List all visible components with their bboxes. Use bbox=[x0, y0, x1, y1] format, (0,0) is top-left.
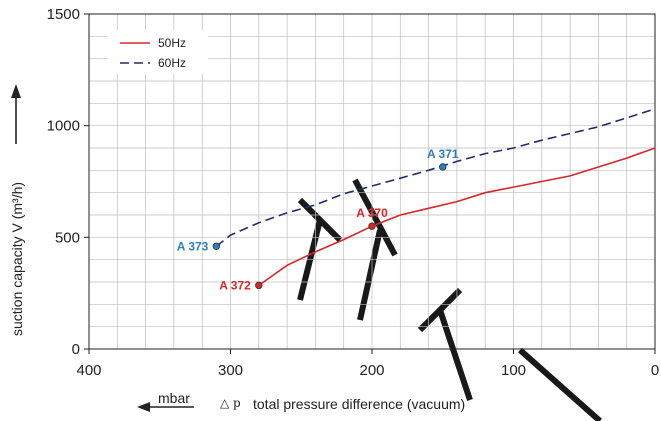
series-line-50hz bbox=[258, 147, 656, 287]
point-label: A 370 bbox=[356, 206, 388, 220]
legend: 50Hz 60Hz bbox=[108, 30, 208, 74]
watermark bbox=[297, 178, 602, 421]
y-tick-label: 500 bbox=[55, 229, 80, 246]
point-label: A 371 bbox=[427, 147, 459, 161]
point-label: A 372 bbox=[219, 278, 251, 292]
x-tick-label: 100 bbox=[501, 362, 526, 379]
legend-label-60hz: 60Hz bbox=[158, 56, 186, 70]
y-tick-label: 1000 bbox=[47, 118, 80, 135]
x-unit-label: mbar bbox=[158, 390, 190, 406]
x-axis-label: total pressure difference (vacuum) bbox=[253, 396, 465, 412]
y-tick-label: 1500 bbox=[47, 6, 80, 23]
point-label: A 373 bbox=[177, 239, 209, 253]
x-tick-label: 0 bbox=[651, 362, 659, 379]
y-tick-label: 0 bbox=[72, 341, 80, 358]
x-tick-label: 400 bbox=[76, 362, 101, 379]
series-line-60hz bbox=[215, 108, 656, 247]
x-axis-delta-prefix: △ p bbox=[220, 396, 241, 410]
data-point-marker bbox=[368, 222, 376, 230]
data-point-marker bbox=[439, 163, 447, 171]
x-axis-arrow bbox=[137, 402, 194, 412]
data-point-marker bbox=[255, 281, 263, 290]
y-axis-label: suction capacity V (m³/h) bbox=[9, 182, 25, 336]
y-axis-arrow bbox=[11, 84, 21, 144]
y-axis-title: suction capacity V (m³/h) bbox=[9, 84, 25, 336]
x-tick-label: 300 bbox=[218, 362, 243, 379]
x-tick-label: 200 bbox=[359, 362, 384, 379]
data-point-marker bbox=[212, 242, 221, 250]
x-axis-title: mbar △ p total pressure difference (vacu… bbox=[137, 390, 465, 412]
legend-label-50hz: 50Hz bbox=[158, 36, 186, 50]
annotations: A 372 A 370 A 373 A 371 bbox=[177, 147, 459, 292]
series-lines bbox=[215, 108, 656, 287]
